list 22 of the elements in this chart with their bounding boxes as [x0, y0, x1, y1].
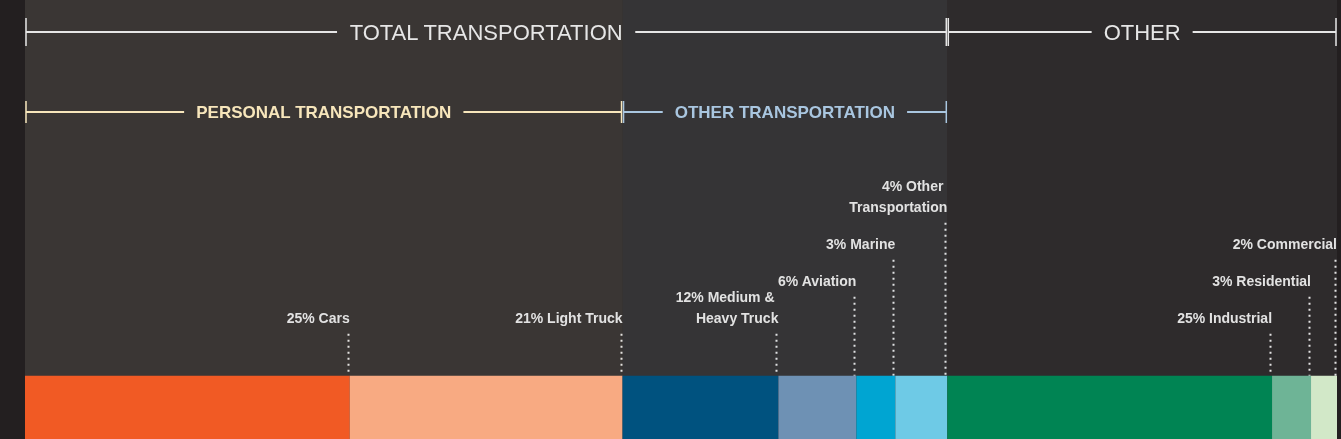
data-label: 12% Medium & Heavy Truck	[675, 289, 779, 327]
bar	[947, 375, 1273, 439]
bar	[1272, 375, 1312, 439]
data-label: 3% Residential	[1212, 273, 1312, 290]
band-label: TOTAL TRANSPORTATION	[349, 19, 623, 45]
bar	[778, 375, 857, 439]
data-label: 3% Marine	[826, 236, 896, 253]
band-label: OTHER	[1103, 19, 1181, 45]
bar	[25, 375, 350, 439]
bar	[856, 375, 896, 439]
band-label: PERSONAL TRANSPORTATION	[196, 102, 452, 122]
bar	[349, 375, 623, 439]
data-label: 2% Commercial	[1232, 236, 1337, 253]
band-label: OTHER TRANSPORTATION	[674, 102, 896, 122]
data-label: 25% Industrial	[1177, 310, 1273, 327]
data-label: 25% Cars	[286, 310, 350, 327]
data-label: 21% Light Truck	[515, 310, 623, 327]
bar	[1311, 375, 1337, 439]
bar	[622, 375, 779, 439]
bar	[895, 375, 948, 439]
data-label: 4% Other Transportation	[849, 178, 948, 216]
data-label: 6% Aviation	[778, 273, 857, 290]
